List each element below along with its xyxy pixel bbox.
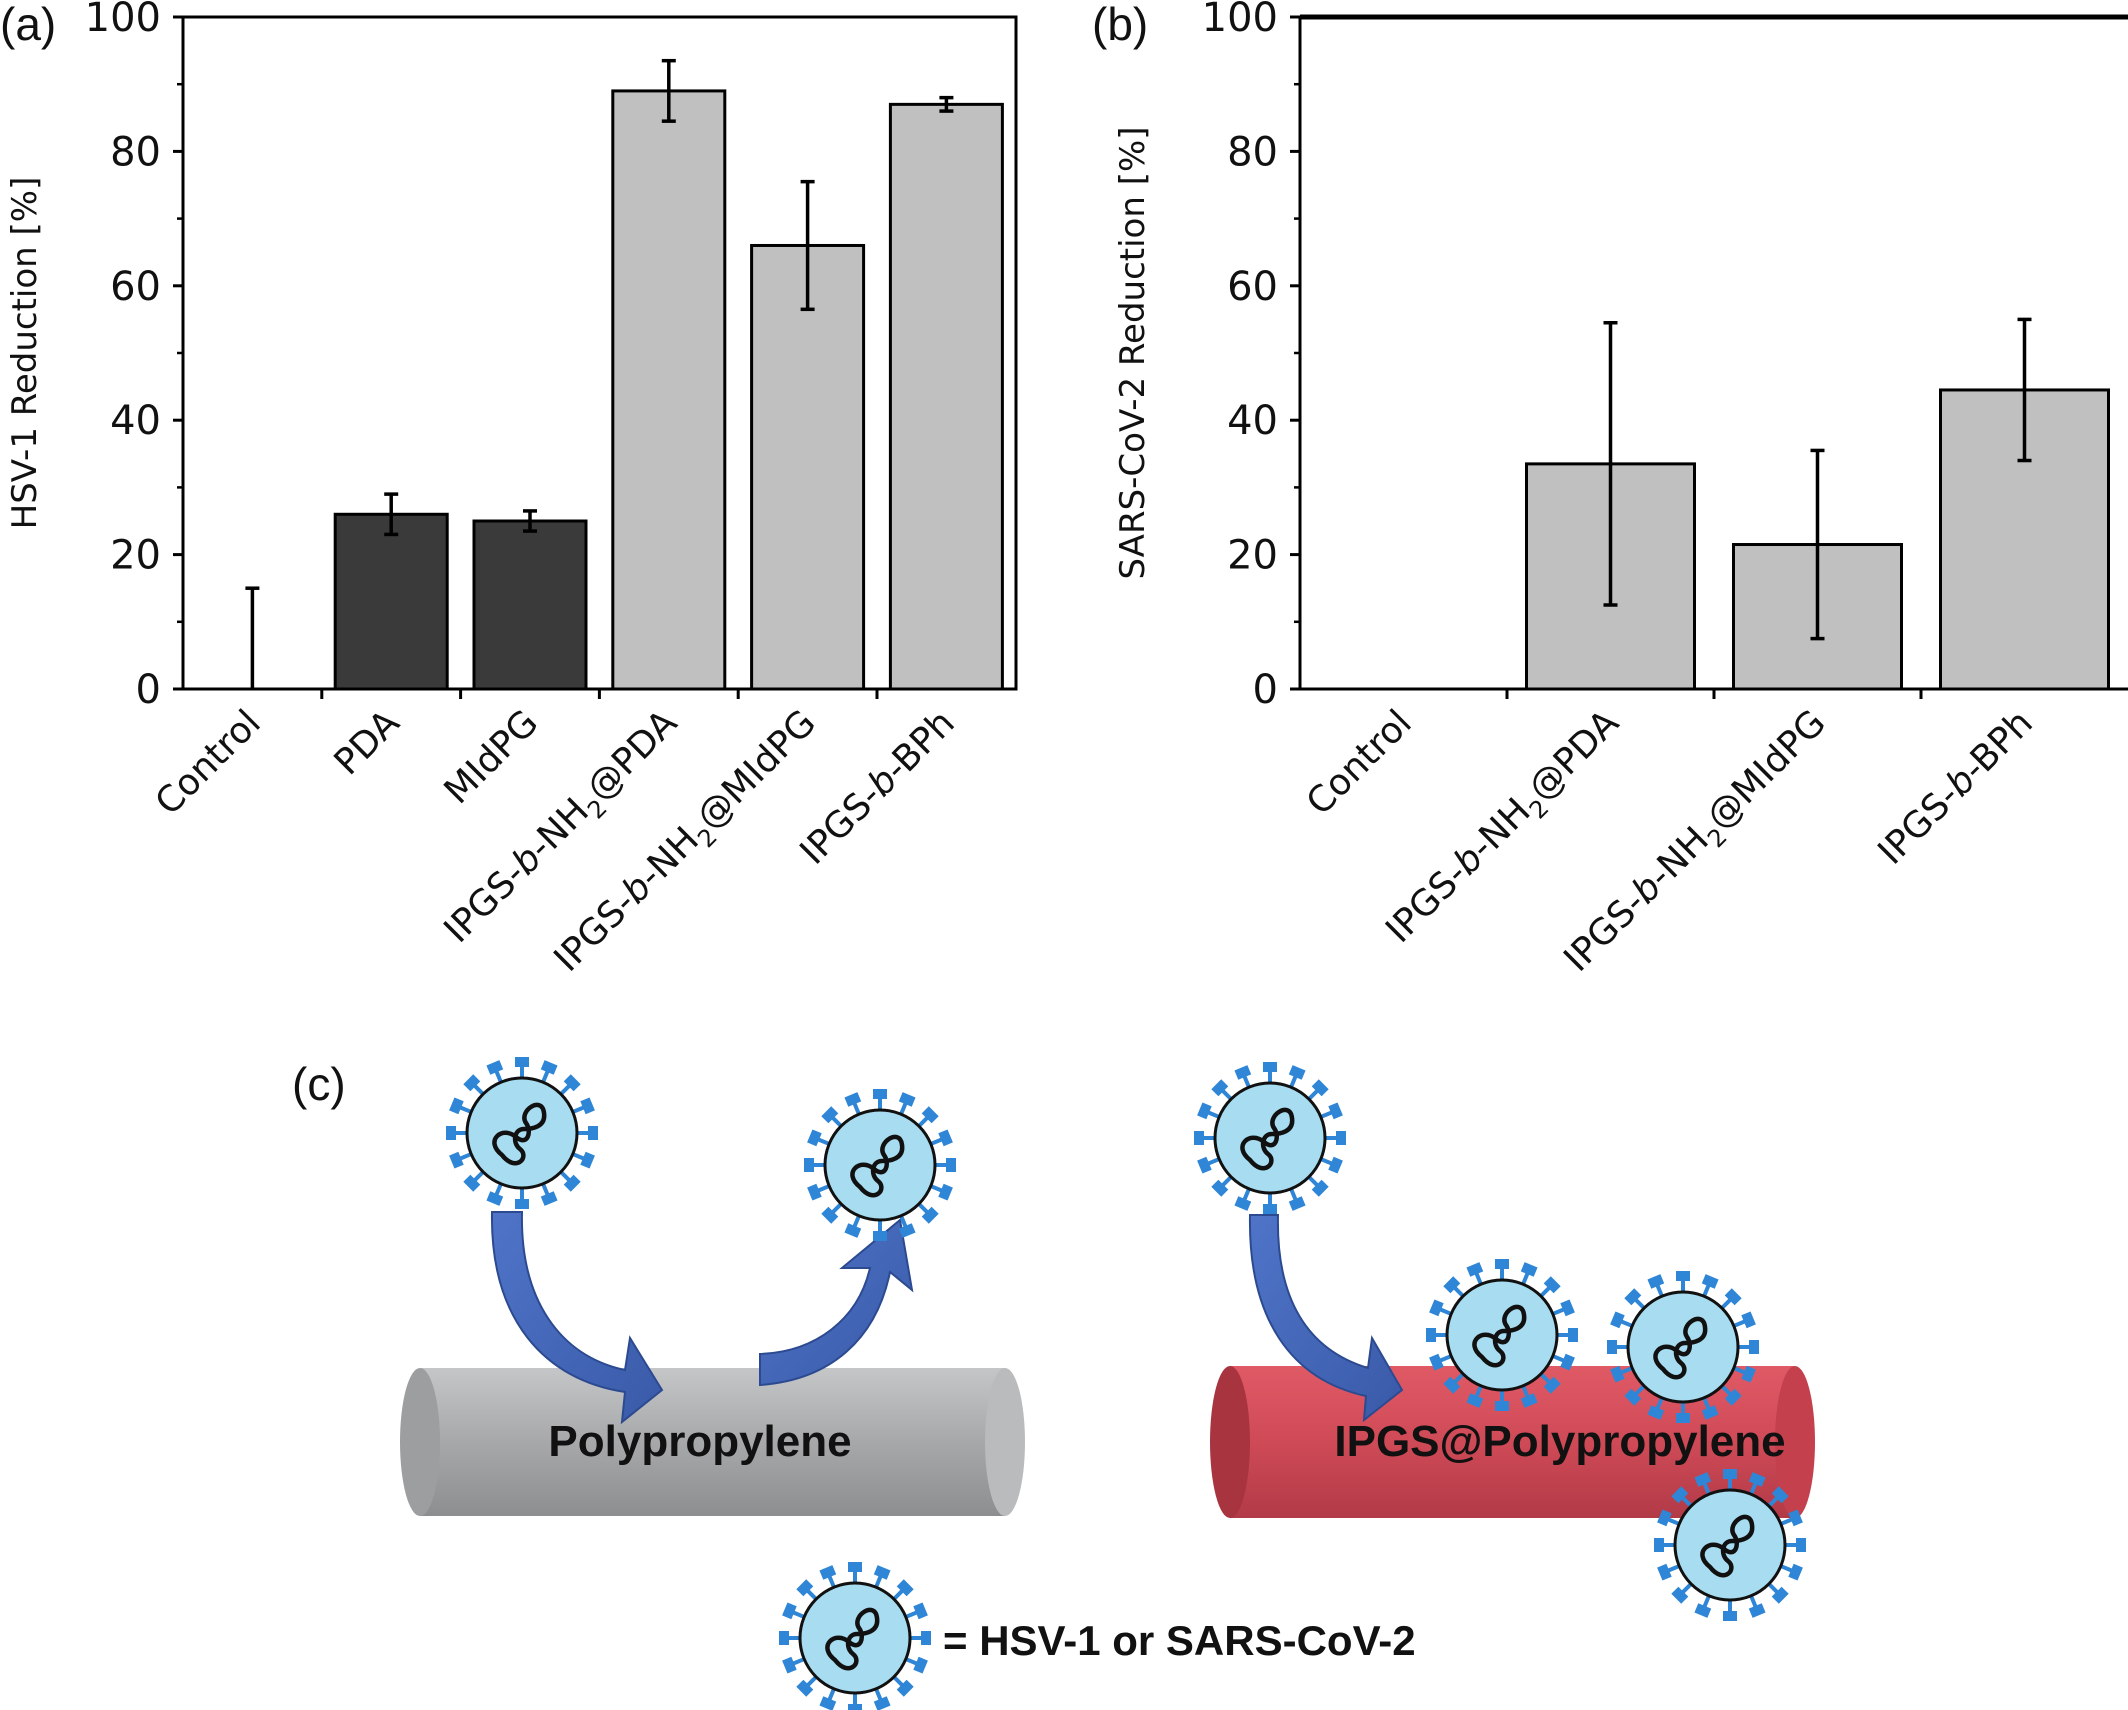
polypropylene-label: Polypropylene <box>548 1417 851 1466</box>
error-bars-a <box>245 58 954 689</box>
error-bar <box>939 95 954 113</box>
bar <box>611 89 727 691</box>
virus-legend-text: = HSV-1 or SARS-CoV-2 <box>943 1617 1416 1664</box>
category-label: Control <box>1299 702 1420 823</box>
chart-hsv1: HSV-1 Reduction [%] 0 20 40 60 80 100 Control… <box>5 0 1018 984</box>
category-label: PDA <box>327 702 408 783</box>
error-bar <box>384 492 399 537</box>
error-bar <box>661 58 676 123</box>
category-label: IPGS-b-BPh <box>1871 702 2041 872</box>
arrow-down-left <box>490 1211 664 1425</box>
bar <box>333 512 449 691</box>
error-bar <box>2017 317 2032 463</box>
virus-icon <box>1607 1271 1759 1423</box>
schematic-c: Polypropylene IPGS@Polypropylene = HSV-1… <box>400 1057 1815 1710</box>
y-axis-label-b: SARS-CoV-2 Reduction [%] <box>1113 126 1153 579</box>
error-bar <box>1603 321 1618 607</box>
ipgs-polypropylene-label: IPGS@Polypropylene <box>1334 1417 1785 1466</box>
panel-label-a: (a) <box>0 0 56 50</box>
category-labels-a: Control PDA MIdPGIPGS-b-NH2@PDAIPGS-b-NH2@… <box>148 689 963 984</box>
y-tick-label: 40 <box>1227 398 1278 444</box>
chart-sars-cov-2: SARS-CoV-2 Reduction [%] 0 20 40 60 80 100 Co… <box>1113 0 2128 980</box>
virus-legend-icon <box>779 1562 931 1710</box>
category-label: Control <box>148 702 269 823</box>
y-tick-label: 100 <box>85 0 161 41</box>
bar <box>472 519 588 691</box>
error-bar <box>800 179 815 312</box>
virus-icon <box>804 1089 956 1241</box>
y-axis-ticks-b: 0 20 40 60 80 100 <box>1202 0 1300 713</box>
y-tick-label: 40 <box>110 398 161 444</box>
polypropylene-fiber: Polypropylene <box>400 1368 1025 1516</box>
y-tick-label: 60 <box>1227 264 1278 310</box>
virus-icon <box>1194 1062 1346 1214</box>
virus-icon <box>1654 1469 1806 1621</box>
y-tick-label: 80 <box>1227 129 1278 175</box>
virus-icon <box>446 1057 598 1209</box>
error-bar <box>245 586 260 689</box>
bars-b <box>1525 388 2110 691</box>
y-tick-label: 0 <box>1253 667 1278 713</box>
panel-label-b: (b) <box>1092 0 1148 50</box>
panel-label-c: (c) <box>292 1058 346 1110</box>
category-label: IPGS-b-NH2@MIdPG <box>547 702 829 984</box>
bar <box>888 102 1004 691</box>
y-tick-label: 80 <box>110 129 161 175</box>
y-tick-label: 60 <box>110 264 161 310</box>
bar <box>750 243 866 691</box>
category-label: IPGS-b-NH2@PDA <box>437 702 691 956</box>
arrow-down-right <box>1248 1214 1404 1423</box>
category-label: MIdPG <box>437 702 547 812</box>
y-tick-label: 20 <box>110 533 161 579</box>
y-axis-label-a: HSV-1 Reduction [%] <box>5 177 45 530</box>
error-bars-b <box>1603 317 2032 641</box>
arrow-up-right <box>759 1218 914 1387</box>
bars-a <box>333 89 1004 691</box>
error-bar <box>1810 448 1825 641</box>
y-tick-label: 20 <box>1227 533 1278 579</box>
virus-icon <box>1426 1259 1578 1411</box>
y-axis-ticks-a: 0 20 40 60 80 100 <box>85 0 183 713</box>
y-tick-label: 0 <box>136 667 161 713</box>
y-tick-label: 100 <box>1202 0 1278 41</box>
error-bar <box>523 509 537 533</box>
